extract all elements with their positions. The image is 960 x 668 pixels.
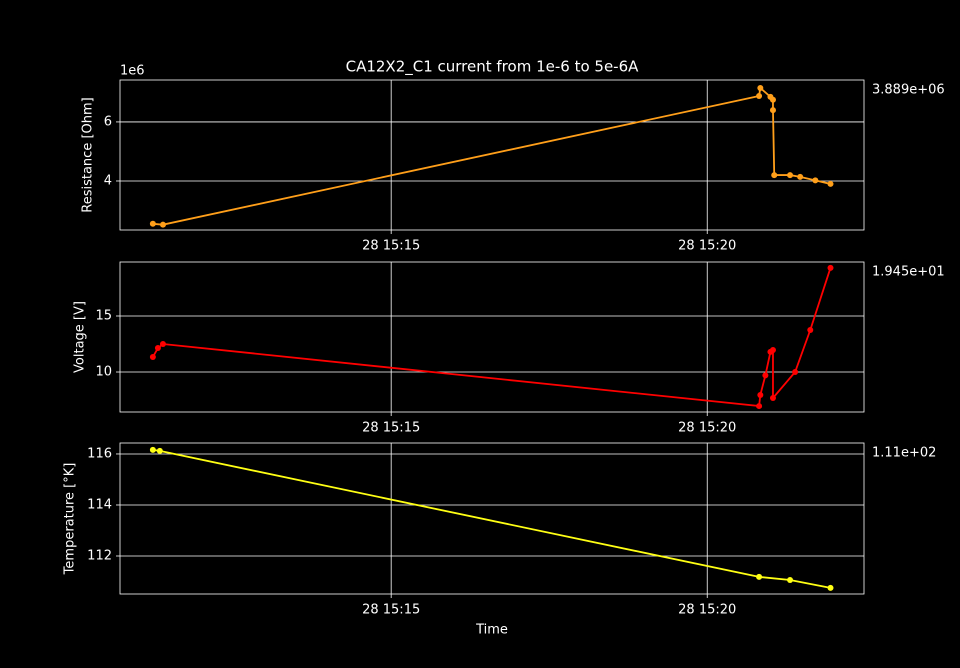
data-point (769, 107, 776, 114)
x-tick-label: 28 15:20 (678, 603, 736, 618)
x-tick-label: 28 15:20 (678, 239, 736, 254)
data-point (156, 447, 163, 454)
data-point (771, 172, 778, 179)
data-point (762, 372, 769, 379)
y-tick-label: 114 (87, 497, 112, 512)
y-axis-label: Resistance [Ohm] (81, 97, 96, 212)
data-point (827, 584, 834, 591)
data-point (159, 341, 166, 348)
data-point (792, 369, 799, 376)
data-point (807, 326, 814, 333)
annotation: 1.11e+02 (872, 446, 936, 461)
data-point (769, 347, 776, 354)
data-point (769, 394, 776, 401)
y-axis-label: Temperature [°K] (63, 463, 78, 576)
data-point (757, 391, 764, 398)
plot-frame (119, 79, 865, 231)
data-point (756, 403, 763, 410)
data-point (827, 180, 834, 187)
y-tick-label: 4 (104, 173, 112, 188)
data-point (787, 172, 794, 179)
data-line (152, 86, 831, 226)
data-point (756, 92, 763, 99)
data-line (152, 448, 831, 589)
data-point (769, 96, 776, 103)
y-tick-label: 10 (95, 365, 112, 380)
x-axis-label: Time (475, 623, 508, 638)
data-point (149, 220, 156, 227)
plot-frame (119, 442, 865, 595)
data-point (154, 345, 161, 352)
y-tick-label: 6 (104, 114, 112, 129)
y-tick-label: 116 (87, 446, 112, 461)
x-tick-label: 28 15:15 (362, 603, 420, 618)
data-point (159, 221, 166, 228)
x-tick-label: 28 15:15 (362, 239, 420, 254)
data-point (827, 264, 834, 271)
y-tick-label: 15 (95, 308, 112, 323)
data-line (152, 267, 832, 408)
annotation: 3.889e+06 (872, 83, 945, 98)
chart-title: CA12X2_C1 current from 1e-6 to 5e-6A (346, 58, 640, 77)
annotation: 1.945e+01 (872, 265, 945, 280)
plot-frame (119, 261, 865, 413)
data-point (797, 173, 804, 180)
offset-label: 1e6 (120, 64, 145, 79)
data-point (149, 353, 156, 360)
data-point (787, 576, 794, 583)
data-point (756, 573, 763, 580)
data-point (812, 177, 819, 184)
x-tick-label: 28 15:15 (362, 421, 420, 436)
y-tick-label: 112 (87, 548, 112, 563)
data-point (757, 84, 764, 91)
x-tick-label: 28 15:20 (678, 421, 736, 436)
y-axis-label: Voltage [V] (73, 301, 88, 373)
data-point (149, 446, 156, 453)
